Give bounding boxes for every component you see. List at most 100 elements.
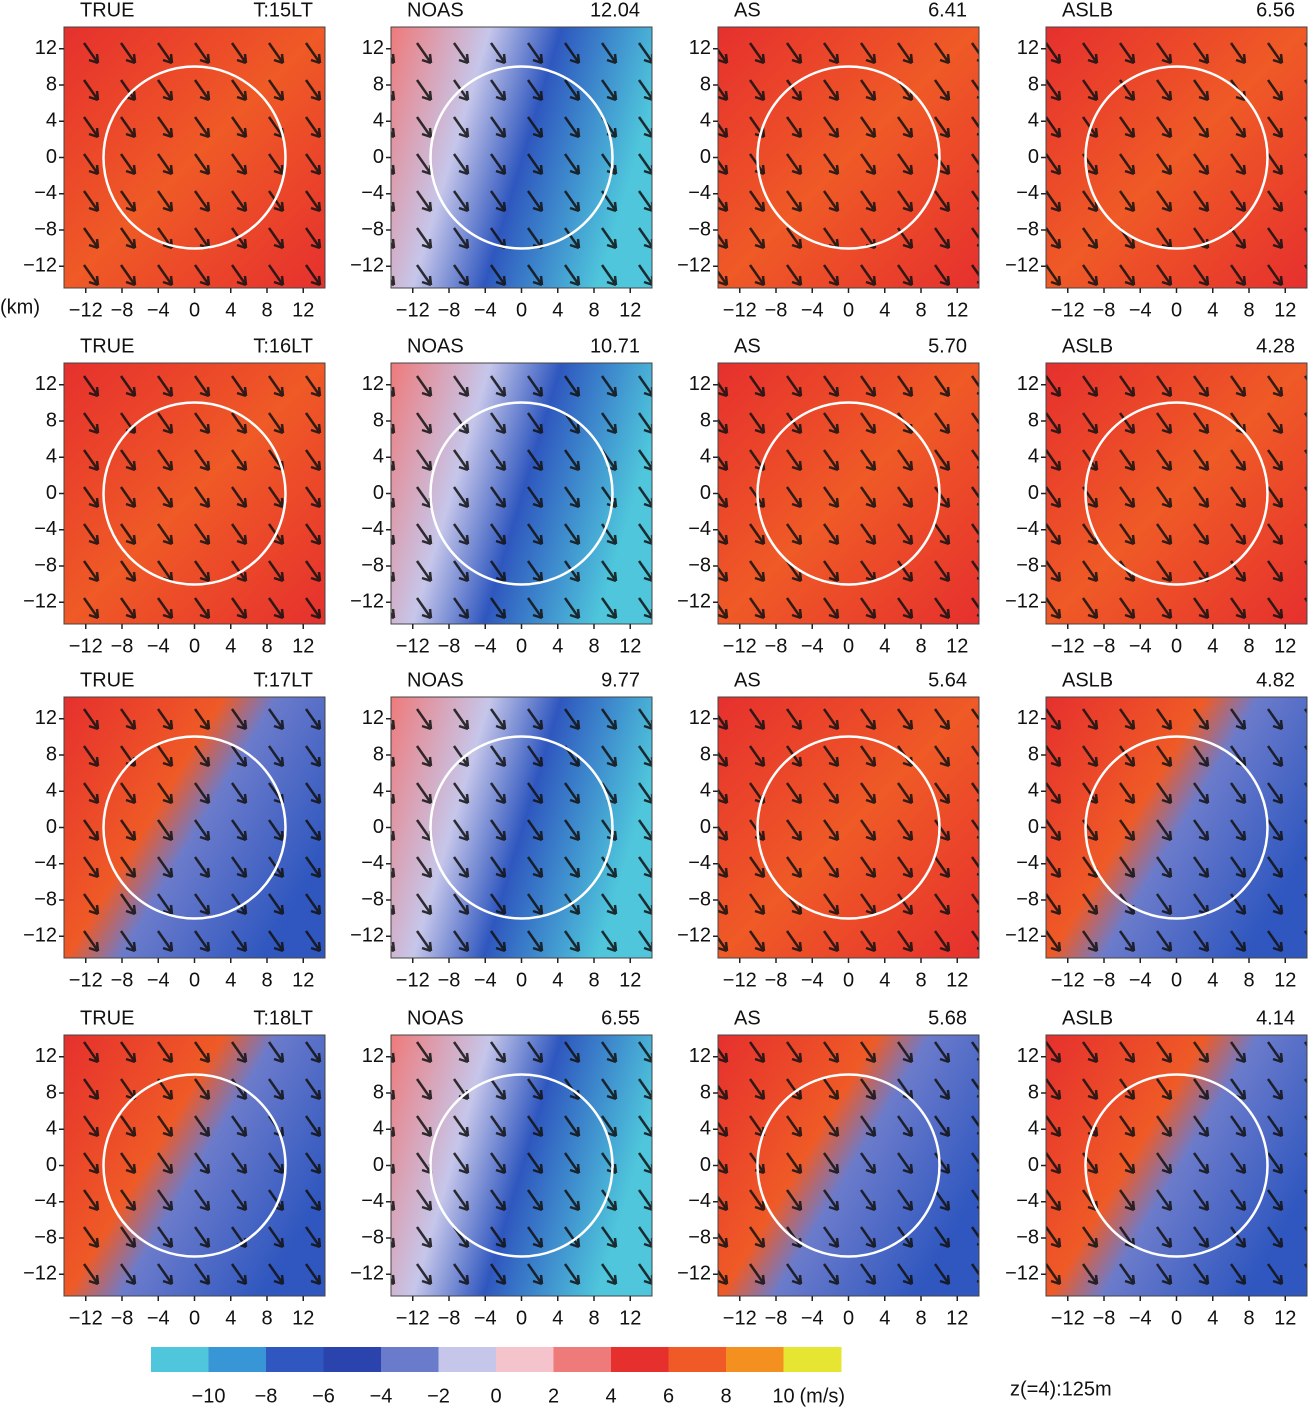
x-tick-label: −8 bbox=[1093, 969, 1116, 991]
panel-title: AS bbox=[734, 669, 761, 691]
y-tick-label: 0 bbox=[700, 1154, 711, 1176]
analysis-circle bbox=[102, 401, 287, 586]
y-tick-label: −8 bbox=[1016, 218, 1039, 240]
y-tick-label: 0 bbox=[700, 146, 711, 168]
x-tick-label: 4 bbox=[225, 969, 236, 991]
x-tick-label: 0 bbox=[516, 299, 527, 321]
panel-label: T:16LT bbox=[253, 335, 313, 357]
x-tick-label: −4 bbox=[147, 299, 170, 321]
x-tick-label: 12 bbox=[946, 299, 968, 321]
panel-label: 6.55 bbox=[601, 1007, 640, 1029]
y-tick-label: 4 bbox=[1028, 1118, 1039, 1140]
x-tick-label: 0 bbox=[843, 1307, 854, 1329]
colorbar-bin bbox=[323, 1347, 382, 1372]
x-tick-label: 4 bbox=[879, 969, 890, 991]
y-tick-label: 8 bbox=[46, 73, 57, 95]
y-tick-label: 0 bbox=[46, 146, 57, 168]
x-tick-label: −4 bbox=[1129, 1307, 1152, 1329]
colorbar-bin bbox=[553, 1347, 612, 1372]
y-tick-label: 4 bbox=[373, 780, 384, 802]
y-tick-label: −8 bbox=[34, 554, 57, 576]
panel-label: 10.71 bbox=[590, 335, 640, 357]
panel-label: T:18LT bbox=[253, 1007, 313, 1029]
x-tick-label: 0 bbox=[189, 969, 200, 991]
y-tick-label: 8 bbox=[46, 409, 57, 431]
y-tick-label: 0 bbox=[1028, 146, 1039, 168]
analysis-circle bbox=[756, 401, 941, 586]
panel-title: NOAS bbox=[407, 669, 464, 691]
x-tick-label: 12 bbox=[1274, 299, 1296, 321]
y-tick-label: 12 bbox=[362, 1045, 384, 1067]
y-tick-label: −8 bbox=[34, 218, 57, 240]
x-tick-label: −4 bbox=[474, 635, 497, 657]
x-tick-label: −12 bbox=[396, 969, 430, 991]
x-tick-label: −8 bbox=[438, 969, 461, 991]
y-tick-label: −12 bbox=[1005, 1263, 1039, 1285]
analysis-circle bbox=[756, 65, 941, 250]
x-tick-label: 12 bbox=[619, 1307, 641, 1329]
panel-title: ASLB bbox=[1062, 0, 1113, 21]
wind-vectors bbox=[718, 363, 979, 624]
x-tick-label: 8 bbox=[1243, 635, 1254, 657]
panel-title: TRUE bbox=[80, 0, 134, 21]
y-tick-label: 12 bbox=[689, 707, 711, 729]
y-tick-label: −12 bbox=[1005, 925, 1039, 947]
y-tick-label: −4 bbox=[1016, 518, 1039, 540]
y-tick-label: −8 bbox=[34, 1226, 57, 1248]
panel-label: 6.41 bbox=[928, 0, 967, 21]
x-tick-label: −4 bbox=[147, 635, 170, 657]
x-tick-label: 4 bbox=[879, 635, 890, 657]
x-tick-label: 8 bbox=[588, 1307, 599, 1329]
panel-title: AS bbox=[734, 335, 761, 357]
panel-label: 5.68 bbox=[928, 1007, 967, 1029]
y-tick-label: −12 bbox=[677, 591, 711, 613]
wind-vectors bbox=[64, 1035, 325, 1296]
y-tick-label: 8 bbox=[373, 743, 384, 765]
y-tick-label: 8 bbox=[1028, 743, 1039, 765]
x-tick-label: 4 bbox=[552, 635, 563, 657]
y-tick-label: 0 bbox=[1028, 482, 1039, 504]
x-tick-label: 4 bbox=[1207, 299, 1218, 321]
x-tick-label: 12 bbox=[1274, 1307, 1296, 1329]
panel-label: 4.28 bbox=[1256, 335, 1295, 357]
y-tick-label: −4 bbox=[1016, 1190, 1039, 1212]
note: z(=4):125m bbox=[1010, 1378, 1112, 1400]
x-tick-label: −4 bbox=[1129, 299, 1152, 321]
y-tick-label: −12 bbox=[23, 591, 57, 613]
y-tick-label: 0 bbox=[700, 816, 711, 838]
y-tick-label: 12 bbox=[35, 37, 57, 59]
x-tick-label: 0 bbox=[189, 1307, 200, 1329]
panel-label: 5.70 bbox=[928, 335, 967, 357]
y-tick-label: −8 bbox=[361, 218, 384, 240]
y-tick-label: 12 bbox=[689, 1045, 711, 1067]
y-tick-label: −8 bbox=[361, 1226, 384, 1248]
y-tick-label: −12 bbox=[677, 255, 711, 277]
panel-label: 6.56 bbox=[1256, 0, 1295, 21]
y-tick-label: 4 bbox=[373, 446, 384, 468]
x-tick-label: −12 bbox=[396, 1307, 430, 1329]
y-tick-label: 8 bbox=[46, 743, 57, 765]
x-tick-label: 4 bbox=[879, 1307, 890, 1329]
y-tick-label: 8 bbox=[373, 73, 384, 95]
y-tick-label: 8 bbox=[700, 743, 711, 765]
x-tick-label: 8 bbox=[1243, 1307, 1254, 1329]
x-tick-label: 0 bbox=[189, 635, 200, 657]
y-tick-label: 4 bbox=[1028, 780, 1039, 802]
x-tick-label: −12 bbox=[1051, 299, 1085, 321]
y-tick-label: 0 bbox=[46, 816, 57, 838]
x-tick-label: −12 bbox=[69, 299, 103, 321]
y-tick-label: 4 bbox=[700, 446, 711, 468]
analysis-circle bbox=[1084, 401, 1269, 586]
y-tick-label: −4 bbox=[1016, 852, 1039, 874]
x-tick-label: −4 bbox=[801, 1307, 824, 1329]
y-tick-label: −12 bbox=[350, 591, 384, 613]
panel-title: NOAS bbox=[407, 1007, 464, 1029]
colorbar-bin bbox=[151, 1347, 209, 1372]
wind-vectors bbox=[391, 697, 652, 958]
x-tick-label: 12 bbox=[292, 635, 314, 657]
wind-vectors bbox=[391, 1035, 652, 1296]
x-tick-label: −4 bbox=[147, 1307, 170, 1329]
panel-label: 9.77 bbox=[601, 669, 640, 691]
y-tick-label: 12 bbox=[689, 373, 711, 395]
x-tick-label: −12 bbox=[723, 1307, 757, 1329]
